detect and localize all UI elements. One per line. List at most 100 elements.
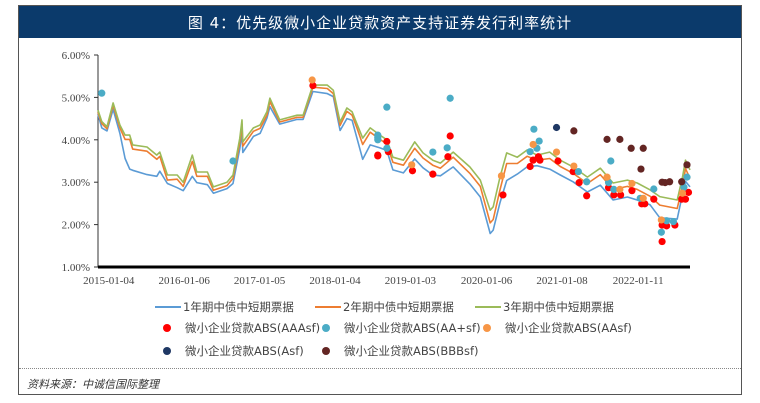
legend-item-dot: 微小企业贷款ABS(AAAsf) [163, 320, 320, 336]
scatter-point-bbb [627, 144, 635, 152]
y-tick-label: 6.00% [62, 50, 90, 62]
series-line-3y [97, 84, 691, 211]
scatter-point-aa-plus [583, 178, 591, 186]
scatter-point-a [552, 123, 561, 132]
y-tick-label: 3.00% [62, 177, 90, 189]
x-tick-label: 2016-01-06 [159, 275, 211, 287]
scatter-point-aaa [610, 191, 618, 199]
scatter-point-aaa [309, 81, 317, 90]
scatter-point-aa-plus [374, 136, 382, 144]
legend-line-swatch [475, 306, 501, 308]
legend-line-swatch [155, 306, 181, 308]
x-tick-label: 2019-01-03 [385, 275, 437, 287]
scatter-point-aa-plus [526, 148, 534, 156]
scatter-point-aa-plus [98, 89, 106, 97]
legend-dot-swatch [483, 324, 491, 332]
figure-frame: 图 4：优先级微小企业贷款资产支持证券发行利率统计 资料来源：中诚信国际整理 [18, 5, 742, 395]
scatter-point-aaa [681, 195, 690, 203]
scatter-point-aa-plus [229, 157, 237, 165]
series-line-2y [97, 86, 691, 224]
scatter-point-aa [657, 216, 665, 224]
scatter-point-aa [308, 76, 316, 84]
scatter-point-bbb [666, 178, 674, 186]
scatter-point-aa [552, 148, 561, 156]
x-tick-label: 2022-01-11 [613, 275, 664, 287]
scatter-point-aaa [658, 237, 666, 246]
scatter-point-aa-plus [610, 185, 618, 194]
y-tick-label: 4.00% [62, 135, 90, 147]
scatter-point-aa [570, 162, 578, 170]
legend-line-swatch [315, 306, 341, 308]
scatter-point-bbb [616, 135, 624, 143]
scatter-point-aa [497, 172, 506, 180]
legend-label: 微小企业贷款ABS(AA+sf) [344, 321, 481, 335]
x-tick-label: 2017-01-05 [234, 275, 286, 287]
legend-item-line: 1年期中债中短期票据 [155, 299, 294, 315]
legend-dot-swatch [163, 347, 171, 355]
scatter-point-aaa [374, 151, 382, 159]
scatter-point-aaa [569, 168, 577, 176]
scatter-point-aaa [684, 188, 693, 196]
scatter-point-bbb [639, 144, 647, 152]
scatter-point-aa [603, 173, 611, 181]
legend-item-line: 2年期中债中短期票据 [315, 299, 454, 315]
scatter-point-aaa [408, 167, 417, 175]
scatter-point-aaa [641, 200, 649, 208]
scatter-point-aaa [650, 195, 658, 203]
scatter-point-aa-plus [383, 103, 391, 111]
scatter-point-aa-plus [663, 217, 671, 225]
scatter-point-aaa [536, 156, 544, 164]
x-tick-label: 2015-01-04 [83, 275, 135, 287]
scatter-point-aa-plus [669, 218, 678, 226]
scatter-point-aaa [444, 153, 452, 161]
x-tick-label: 2020-01-06 [461, 275, 513, 287]
legend-dot-swatch [322, 324, 330, 332]
scatter-point-bbb [678, 178, 686, 186]
scatter-point-aa [408, 161, 416, 169]
scatter-point-aa [616, 185, 624, 194]
scatter-point-aa-plus [650, 185, 658, 193]
scatter-point-aa-plus [429, 148, 437, 156]
scatter-point-aa-plus [574, 168, 582, 176]
scatter-point-bbb [637, 165, 645, 173]
legend-dot-swatch [322, 347, 330, 355]
scatter-point-aa-plus [383, 144, 391, 152]
scatter-point-aaa [446, 132, 454, 140]
x-tick-label: 2021-01-08 [536, 275, 588, 287]
scatter-point-aaa [526, 162, 534, 171]
scatter-point-aa-plus [443, 144, 451, 152]
scatter-point-bbb [683, 161, 691, 169]
legend-label: 微小企业贷款ABS(AAsf) [505, 321, 632, 335]
series-line-1y [97, 90, 691, 235]
legend-item-dot: 微小企业贷款ABS(AAsf) [483, 320, 632, 336]
x-tick-label: 2018-01-04 [309, 275, 361, 287]
scatter-point-aa-plus [607, 157, 615, 165]
legend-label: 微小企业贷款ABS(BBBsf) [344, 344, 479, 358]
legend-item-dot: 微小企业贷款ABS(Asf) [163, 343, 304, 359]
scatter-point-aa [678, 189, 687, 197]
legend-label: 1年期中债中短期票据 [183, 300, 294, 314]
scatter-point-aa [639, 194, 647, 202]
scatter-point-aaa [575, 179, 583, 187]
legend-dot-swatch [163, 324, 171, 332]
footer-divider [19, 368, 741, 369]
source-note: 资料来源：中诚信国际整理 [27, 378, 159, 391]
legend-label: 3年期中债中短期票据 [503, 300, 614, 314]
figure-title: 图 4：优先级微小企业贷款资产支持证券发行利率统计 [19, 6, 741, 38]
scatter-point-aa-plus [683, 173, 691, 181]
y-tick-label: 2.00% [62, 220, 90, 232]
scatter-point-aaa [554, 157, 562, 165]
scatter-point-aa [628, 179, 636, 188]
legend-label: 微小企业贷款ABS(Asf) [185, 344, 304, 358]
scatter-point-bbb [570, 127, 578, 135]
scatter-point-aa-plus [604, 179, 613, 187]
scatter-point-aa-plus [446, 94, 454, 102]
legend-label: 2年期中债中短期票据 [343, 300, 454, 314]
scatter-point-aaa [663, 222, 671, 230]
legend-item-line: 3年期中债中短期票据 [475, 299, 614, 315]
scatter-point-aaa [529, 156, 537, 164]
legend-item-dot: 微小企业贷款ABS(AA+sf) [322, 320, 481, 336]
scatter-point-aaa [429, 170, 437, 178]
y-tick-label: 5.00% [62, 92, 90, 104]
